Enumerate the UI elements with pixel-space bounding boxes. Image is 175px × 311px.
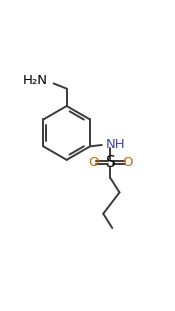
Text: O: O	[88, 156, 98, 169]
Text: H₂N: H₂N	[23, 74, 48, 87]
Text: O: O	[122, 156, 133, 169]
Text: NH: NH	[106, 138, 125, 151]
Text: S: S	[106, 156, 115, 170]
